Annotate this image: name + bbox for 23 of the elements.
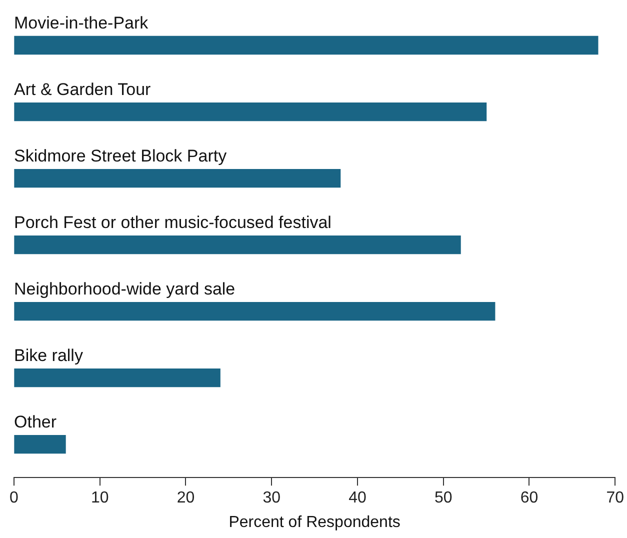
x-tick-label: 70 [606, 490, 624, 507]
x-tick-label: 0 [10, 490, 19, 507]
bar [14, 368, 220, 388]
x-tick-label: 40 [348, 490, 366, 507]
y-tick-label: Movie-in-the-Park [14, 13, 149, 32]
bar [14, 102, 487, 122]
x-tick-label: 10 [90, 490, 109, 507]
bar [14, 435, 66, 454]
bar [14, 235, 461, 254]
y-tick-label: Porch Fest or other music-focused festival [14, 212, 332, 232]
y-tick-label: Neighborhood-wide yard sale [14, 280, 236, 298]
y-tick-label: Skidmore Street Block Party [14, 146, 228, 166]
x-tick-label: 30 [262, 490, 281, 507]
y-tick-label: Other [14, 412, 57, 432]
y-tick-label: Art & Garden Tour [14, 80, 152, 99]
x-axis-title: Percent of Respondents [228, 514, 400, 531]
bar [14, 36, 598, 55]
x-tick-label: 50 [434, 490, 452, 507]
bar [14, 168, 341, 188]
y-tick-label: Bike rally [14, 346, 84, 366]
bar [14, 302, 496, 321]
x-tick-label: 60 [520, 490, 538, 507]
x-tick-label: 20 [176, 490, 195, 507]
